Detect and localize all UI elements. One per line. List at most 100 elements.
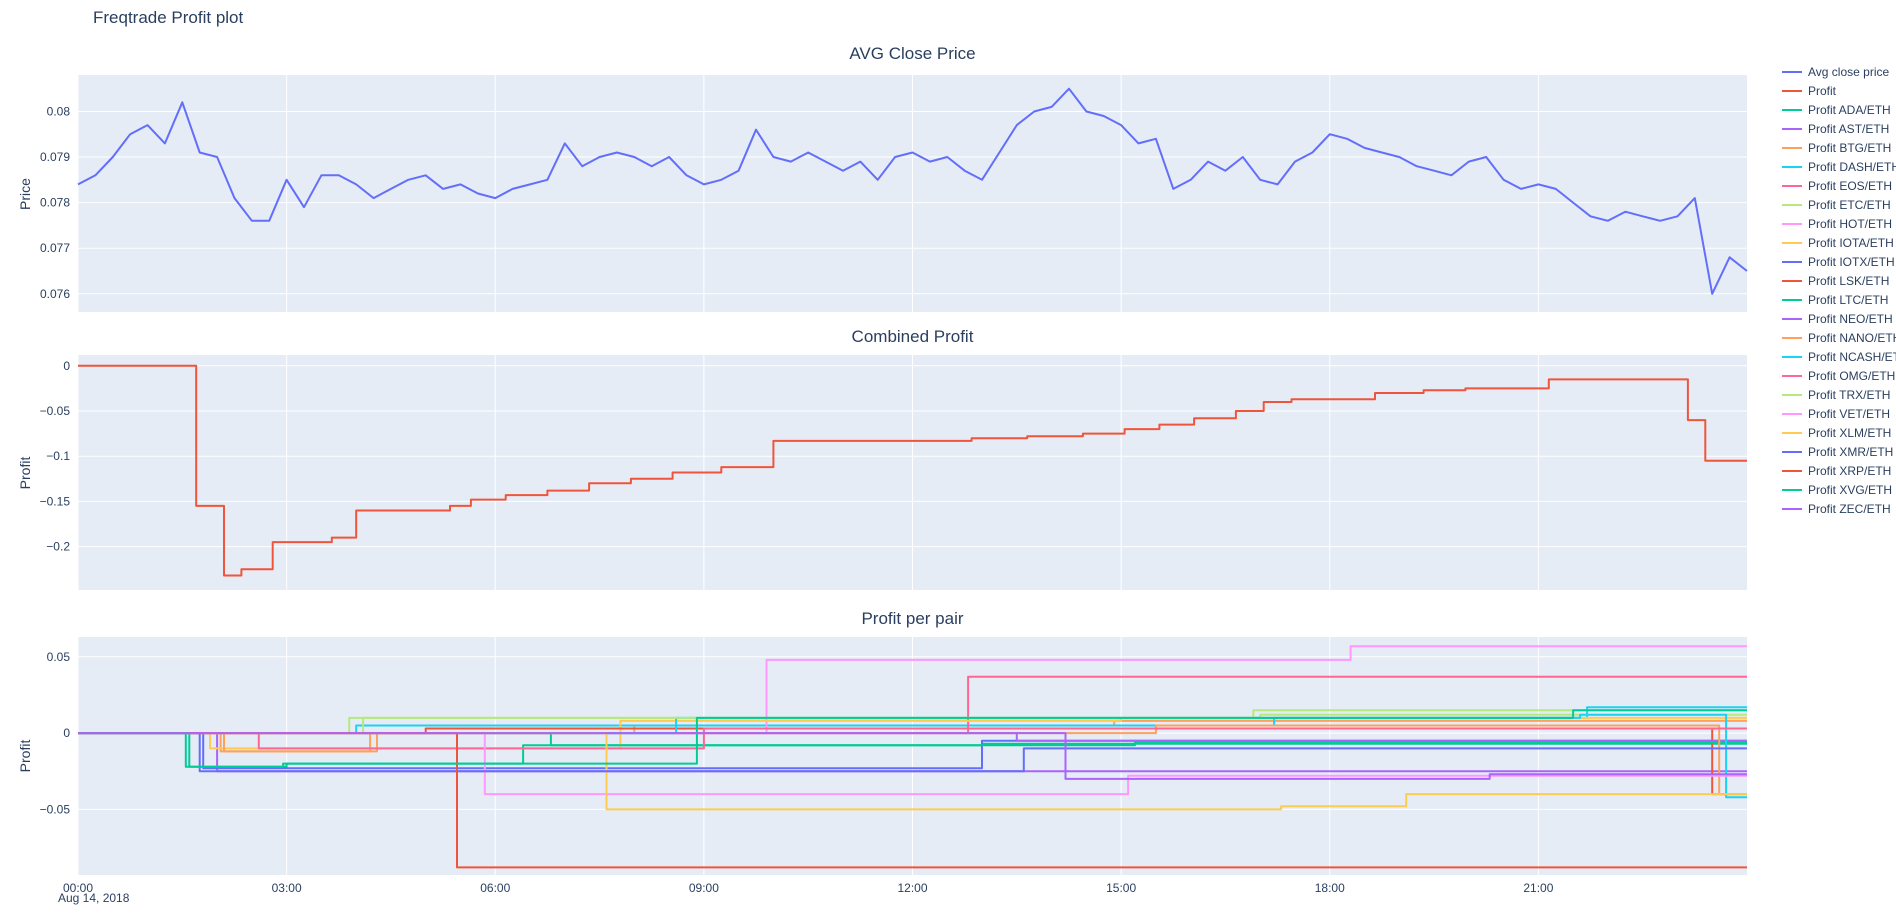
legend-item-label: Profit NEO/ETH (1808, 311, 1893, 326)
y-tick-label: 0.078 (40, 196, 70, 210)
legend-item-label: Profit IOTX/ETH (1808, 254, 1895, 269)
legend-line-swatch (1782, 393, 1802, 396)
y-tick-label: −0.05 (40, 404, 71, 418)
y-tick-label: 0.076 (40, 287, 70, 301)
legend-item-profit-xmr-eth[interactable]: Profit XMR/ETH (1782, 442, 1896, 461)
x-axis-date-label: Aug 14, 2018 (58, 891, 130, 905)
legend-line-swatch (1782, 336, 1802, 339)
y-tick-label: 0.08 (47, 105, 71, 119)
legend-item-label: Profit LTC/ETH (1808, 292, 1889, 307)
legend-item-profit-iota-eth[interactable]: Profit IOTA/ETH (1782, 233, 1896, 252)
y-tick-label: 0.079 (40, 150, 70, 164)
legend-line-swatch (1782, 317, 1802, 320)
legend-item-profit-trx-eth[interactable]: Profit TRX/ETH (1782, 385, 1896, 404)
y-tick-label: 0.077 (40, 241, 70, 255)
legend-line-swatch (1782, 374, 1802, 377)
legend-item-profit-dash-eth[interactable]: Profit DASH/ETH (1782, 157, 1896, 176)
y-axis-title: Profit (17, 457, 33, 490)
series-profit-dash-eth[interactable] (78, 706, 1747, 735)
legend-item-profit-btg-eth[interactable]: Profit BTG/ETH (1782, 138, 1896, 157)
legend-line-swatch (1782, 165, 1802, 168)
legend-item-label: Profit ADA/ETH (1808, 102, 1891, 117)
legend-line-swatch (1782, 450, 1802, 453)
x-tick-label: 21:00 (1523, 881, 1553, 895)
series-profit-xlm-eth[interactable] (78, 732, 1747, 811)
legend-item-profit-iotx-eth[interactable]: Profit IOTX/ETH (1782, 252, 1896, 271)
y-tick-label: −0.1 (46, 449, 70, 463)
y-tick-label: −0.15 (40, 494, 71, 508)
subplot-title-avg-close-price: AVG Close Price (849, 44, 976, 63)
y-tick-label: −0.05 (40, 802, 71, 816)
legend-line-swatch (1782, 355, 1802, 358)
legend-item-profit-neo-eth[interactable]: Profit NEO/ETH (1782, 309, 1896, 328)
legend-line-swatch (1782, 431, 1802, 434)
x-tick-label: 18:00 (1315, 881, 1345, 895)
legend-item-label: Profit VET/ETH (1808, 406, 1891, 421)
profit-per-pair-chart[interactable]: 0.05 0 −0.05 Profit 00:00 03:00 06:00 09:00 12:0… (0, 637, 1770, 905)
legend-item-label: Profit HOT/ETH (1808, 216, 1893, 231)
legend-item-label: Profit TRX/ETH (1808, 387, 1891, 402)
legend-line-swatch (1782, 260, 1802, 263)
legend-item-label: Profit EOS/ETH (1808, 178, 1893, 193)
y-axis-title: Price (17, 178, 33, 210)
legend-item-profit-xrp-eth[interactable]: Profit XRP/ETH (1782, 461, 1896, 480)
legend-item-profit-etc-eth[interactable]: Profit ETC/ETH (1782, 195, 1896, 214)
subplot-title-combined-profit: Combined Profit (851, 327, 974, 346)
legend-item-profit-omg-eth[interactable]: Profit OMG/ETH (1782, 366, 1896, 385)
x-tick-label: 12:00 (897, 881, 927, 895)
legend-line-swatch (1782, 412, 1802, 415)
legend-item-label: Profit XMR/ETH (1808, 444, 1894, 459)
legend-line-swatch (1782, 241, 1802, 244)
x-tick-label: 03:00 (272, 881, 302, 895)
legend-item-label: Profit ETC/ETH (1808, 197, 1891, 212)
subplot-title-profit-per-pair: Profit per pair (861, 609, 964, 628)
legend-line-swatch (1782, 488, 1802, 491)
legend-item-profit-hot-eth[interactable]: Profit HOT/ETH (1782, 214, 1896, 233)
legend-line-swatch (1782, 146, 1802, 149)
y-tick-label: 0 (63, 726, 70, 740)
legend-item-label: Profit XVG/ETH (1808, 482, 1893, 497)
legend-item-profit-ncash-eth[interactable]: Profit NCASH/ETH (1782, 347, 1896, 366)
legend-line-swatch (1782, 507, 1802, 510)
x-tick-label: 15:00 (1106, 881, 1136, 895)
legend-line-swatch (1782, 469, 1802, 472)
legend-item-label: Profit BTG/ETH (1808, 140, 1892, 155)
legend-item-label: Profit NCASH/ETH (1808, 349, 1896, 364)
series-profit[interactable] (78, 364, 1747, 577)
legend-item-profit-ast-eth[interactable]: Profit AST/ETH (1782, 119, 1896, 138)
page-title: Freqtrade Profit plot (93, 8, 244, 27)
legend-line-swatch (1782, 70, 1802, 73)
y-tick-label: −0.2 (46, 540, 70, 554)
legend-item-label: Profit OMG/ETH (1808, 368, 1896, 383)
legend-item-profit-zec-eth[interactable]: Profit ZEC/ETH (1782, 499, 1896, 518)
legend-item-profit-xlm-eth[interactable]: Profit XLM/ETH (1782, 423, 1896, 442)
avg-close-price-chart[interactable]: 0.08 0.079 0.078 0.077 0.076 Price (0, 75, 1770, 312)
legend-item-profit-ltc-eth[interactable]: Profit LTC/ETH (1782, 290, 1896, 309)
legend-item-profit[interactable]: Profit (1782, 81, 1896, 100)
legend-item-profit-eos-eth[interactable]: Profit EOS/ETH (1782, 176, 1896, 195)
legend-line-swatch (1782, 222, 1802, 225)
legend-item-profit-vet-eth[interactable]: Profit VET/ETH (1782, 404, 1896, 423)
legend-item-label: Profit XRP/ETH (1808, 463, 1892, 478)
legend-item-label: Profit NANO/ETH (1808, 330, 1896, 345)
legend-line-swatch (1782, 203, 1802, 206)
combined-profit-chart[interactable]: 0 −0.05 −0.1 −0.15 −0.2 Profit (0, 355, 1770, 590)
legend-line-swatch (1782, 279, 1802, 282)
legend: Avg close price Profit Profit ADA/ETH Profi… (1782, 62, 1896, 518)
x-tick-label: 09:00 (689, 881, 719, 895)
series-profit-ncash-eth[interactable] (78, 713, 1747, 799)
legend-item-label: Profit XLM/ETH (1808, 425, 1892, 440)
series-profit-zec-eth[interactable] (78, 732, 1747, 780)
legend-item-label: Avg close price (1808, 64, 1890, 79)
series-profit-xvg-eth[interactable] (78, 709, 1747, 768)
legend-item-profit-xvg-eth[interactable]: Profit XVG/ETH (1782, 480, 1896, 499)
legend-item-profit-ada-eth[interactable]: Profit ADA/ETH (1782, 100, 1896, 119)
y-tick-label: 0.05 (47, 650, 71, 664)
legend-item-profit-lsk-eth[interactable]: Profit LSK/ETH (1782, 271, 1896, 290)
legend-item-profit-nano-eth[interactable]: Profit NANO/ETH (1782, 328, 1896, 347)
y-tick-label: 0 (63, 359, 70, 373)
legend-item-label: Profit LSK/ETH (1808, 273, 1890, 288)
legend-item-avg-close-price[interactable]: Avg close price (1782, 62, 1896, 81)
series-avg-close-price[interactable] (77, 87, 1748, 295)
